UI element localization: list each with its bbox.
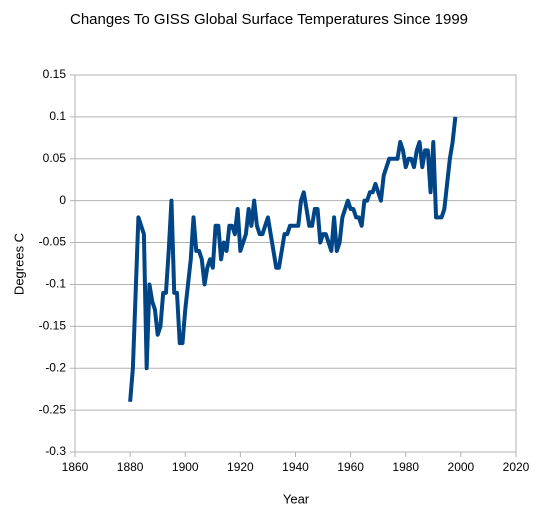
y-axis-label: Degrees C xyxy=(11,233,26,295)
x-tick-label: 1960 xyxy=(337,460,364,474)
x-tick-label: 1940 xyxy=(282,460,309,474)
y-tick-label: -0.1 xyxy=(45,277,66,291)
y-tick-label: -0.05 xyxy=(39,235,67,249)
x-tick-label: 1900 xyxy=(172,460,199,474)
x-tick-label: 1920 xyxy=(227,460,254,474)
y-tick-label: 0.1 xyxy=(49,109,66,123)
y-tick-label: 0.05 xyxy=(43,151,67,165)
x-axis-label: Year xyxy=(283,491,310,506)
chart-title: Changes To GISS Global Surface Temperatu… xyxy=(70,11,468,28)
x-tick-label: 2020 xyxy=(503,460,530,474)
y-tick-label: 0 xyxy=(59,193,66,207)
x-tick-label: 1980 xyxy=(392,460,419,474)
data-line xyxy=(128,116,458,402)
x-tick-label: 2000 xyxy=(448,460,475,474)
y-tick-label: -0.3 xyxy=(45,444,66,458)
y-tick-label: -0.2 xyxy=(45,360,66,374)
y-tick-label: -0.25 xyxy=(39,402,67,416)
x-tick-label: 1880 xyxy=(117,460,144,474)
plot-frame xyxy=(74,74,517,453)
y-tick-label: 0.15 xyxy=(43,67,67,81)
x-tick-label: 1860 xyxy=(62,460,89,474)
y-tick-label: -0.15 xyxy=(39,319,67,333)
